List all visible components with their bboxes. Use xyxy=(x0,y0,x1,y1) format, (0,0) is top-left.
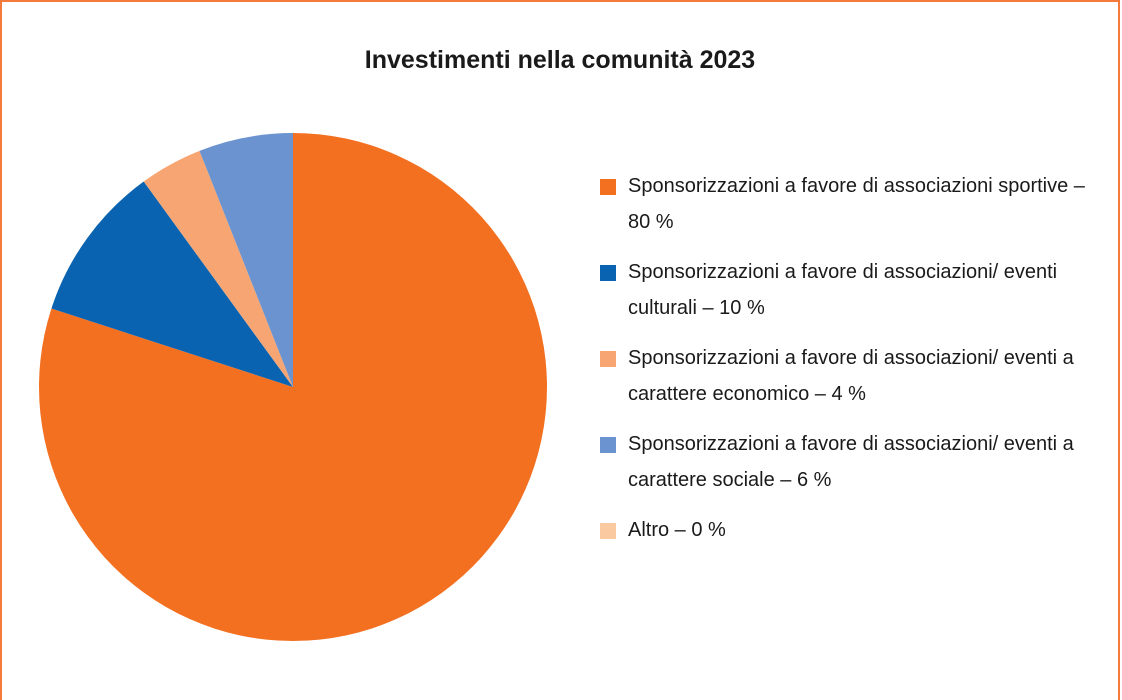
legend-item-4: Sponsorizzazioni a favore di associazion… xyxy=(600,426,1100,498)
legend: Sponsorizzazioni a favore di associazion… xyxy=(600,168,1100,562)
legend-item-2: Sponsorizzazioni a favore di associazion… xyxy=(600,254,1100,326)
legend-label: Sponsorizzazioni a favore di associazion… xyxy=(628,426,1098,498)
legend-label: Sponsorizzazioni a favore di associazion… xyxy=(628,168,1098,240)
legend-swatch xyxy=(600,523,616,539)
legend-item-3: Sponsorizzazioni a favore di associazion… xyxy=(600,340,1100,412)
legend-swatch xyxy=(600,437,616,453)
legend-label: Altro – 0 % xyxy=(628,512,1098,548)
legend-label: Sponsorizzazioni a favore di associazion… xyxy=(628,254,1098,326)
legend-swatch xyxy=(600,179,616,195)
legend-swatch xyxy=(600,265,616,281)
legend-swatch xyxy=(600,351,616,367)
legend-item-1: Sponsorizzazioni a favore di associazion… xyxy=(600,168,1100,240)
legend-label: Sponsorizzazioni a favore di associazion… xyxy=(628,340,1098,412)
legend-item-5: Altro – 0 % xyxy=(600,512,1100,548)
pie-chart xyxy=(0,0,600,688)
